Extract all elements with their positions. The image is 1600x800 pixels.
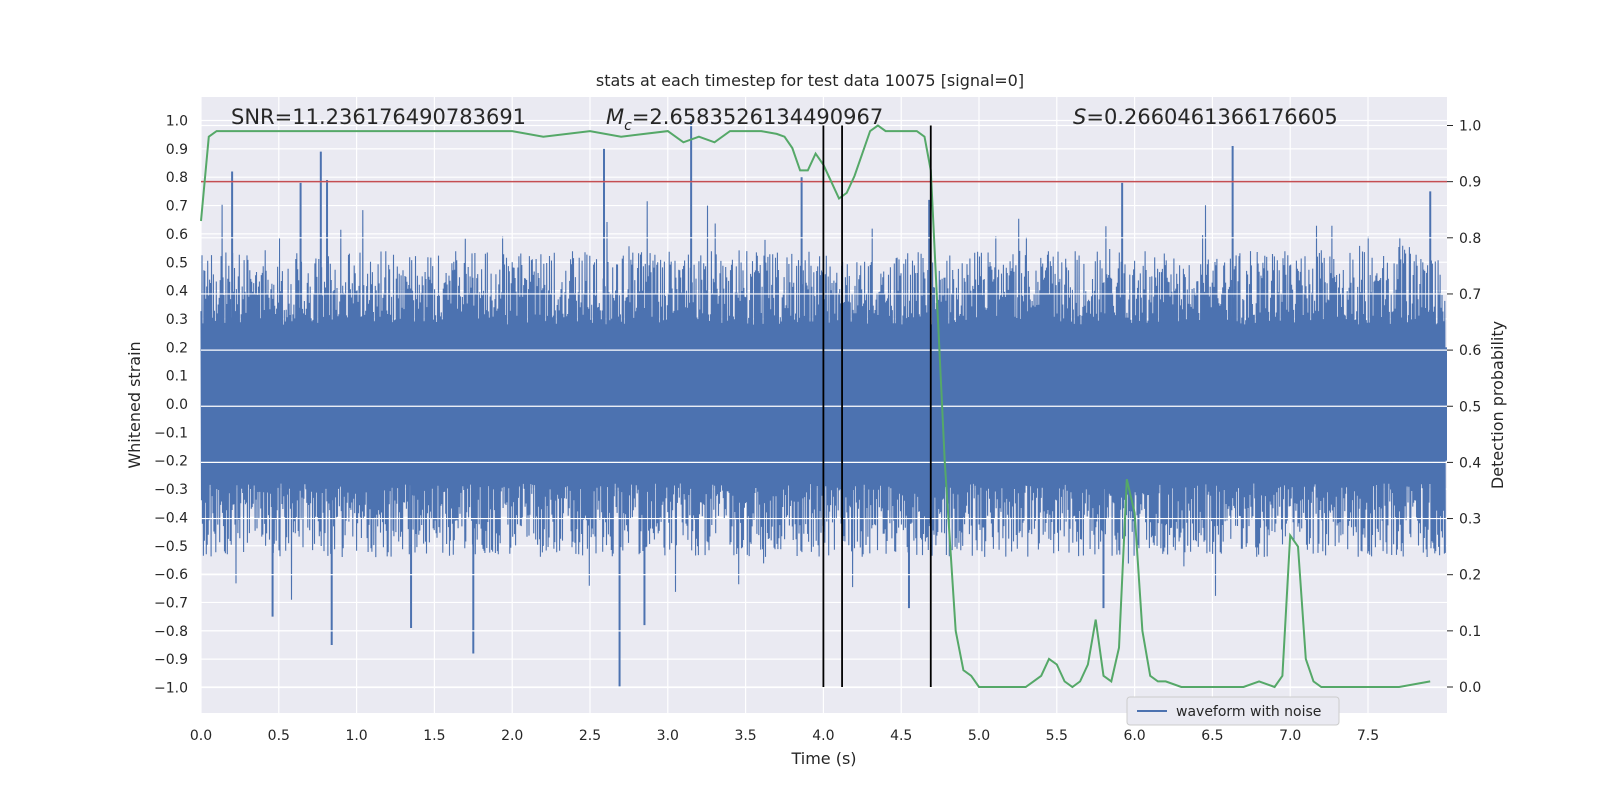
y2-tick-label: 0.4 bbox=[1459, 455, 1481, 471]
y-tick-labels: 1.0 0.9 0.8 0.7 0.6 0.5 0.4 0.3 0.2 0.1 0.0 −0.1 −0.… bbox=[154, 114, 188, 697]
y-axis-label: Whitened strain bbox=[125, 341, 144, 468]
s-symbol: S bbox=[1073, 105, 1086, 129]
probability-series bbox=[200, 124, 1431, 689]
y-tick-label: 0.0 bbox=[166, 397, 188, 413]
y-tick-label: −0.2 bbox=[154, 454, 188, 470]
s-annotation: S=0.2660461366176605 bbox=[1073, 105, 1338, 129]
y2-tick-label: 0.9 bbox=[1459, 175, 1481, 191]
x-axis-label: Time (s) bbox=[790, 749, 856, 768]
x-tick-label: 6.0 bbox=[1123, 728, 1145, 744]
chirp-mass-annotation: Mc=2.6583526134490967 bbox=[606, 105, 883, 134]
x-tick-label: 7.5 bbox=[1357, 728, 1379, 744]
y-tick-label: −0.6 bbox=[154, 567, 188, 583]
x-tick-label: 7.0 bbox=[1279, 728, 1301, 744]
y-tick-label: 0.8 bbox=[166, 170, 188, 186]
y-tick-label: −1.0 bbox=[154, 681, 188, 697]
x-tick-label: 3.0 bbox=[657, 728, 679, 744]
probability-line bbox=[200, 124, 1431, 689]
y2-tick-label: 0.8 bbox=[1459, 231, 1481, 247]
y-tick-label: 0.3 bbox=[166, 312, 188, 328]
chart-title: stats at each timestep for test data 100… bbox=[596, 71, 1024, 90]
x-tick-label: 1.0 bbox=[345, 728, 367, 744]
y-tick-label: −0.8 bbox=[154, 624, 188, 640]
y2-tick-label: 0.0 bbox=[1459, 680, 1481, 696]
y-tick-label: 0.4 bbox=[166, 284, 188, 300]
legend-box bbox=[1126, 696, 1340, 726]
x-tick-label: 6.5 bbox=[1201, 728, 1223, 744]
y-tick-label: −0.1 bbox=[154, 425, 188, 441]
x-tick-label: 4.0 bbox=[812, 728, 834, 744]
y2-tick-label: 0.7 bbox=[1459, 287, 1481, 303]
y-tick-label: −0.5 bbox=[154, 539, 188, 555]
y-tick-label: −0.4 bbox=[154, 510, 188, 526]
x-tick-label: 1.5 bbox=[423, 728, 445, 744]
snr-annotation: SNR=11.236176490783691 bbox=[231, 105, 526, 129]
chirp-mass-subscript: c bbox=[624, 118, 632, 134]
y-tick-label: −0.7 bbox=[154, 595, 188, 611]
event-vertical-lines bbox=[822, 125, 932, 687]
y2-tick-label: 0.6 bbox=[1459, 343, 1481, 359]
y-tick-label: 0.1 bbox=[166, 369, 188, 385]
x-tick-label: 0.5 bbox=[268, 728, 290, 744]
y2-tick-labels: 1.0 0.9 0.8 0.7 0.6 0.5 0.4 0.3 0.2 0.1 0.0 bbox=[1447, 119, 1481, 696]
x-tick-label: 3.5 bbox=[734, 728, 756, 744]
legend: waveform with noise bbox=[1126, 696, 1340, 726]
s-value: =0.2660461366176605 bbox=[1086, 105, 1337, 129]
chirp-mass-symbol: M bbox=[606, 105, 624, 129]
y2-tick-label: 0.3 bbox=[1459, 512, 1481, 528]
legend-label-waveform: waveform with noise bbox=[1176, 704, 1321, 720]
y2-tick-label: 0.2 bbox=[1459, 568, 1481, 584]
x-tick-label: 5.0 bbox=[968, 728, 990, 744]
y-tick-label: −0.9 bbox=[154, 652, 188, 668]
y-tick-label: 0.9 bbox=[166, 142, 188, 158]
y2-tick-label: 1.0 bbox=[1459, 119, 1481, 135]
x-tick-label: 5.5 bbox=[1046, 728, 1068, 744]
y-tick-label: 0.7 bbox=[166, 199, 188, 215]
x-tick-labels: 0.0 0.5 1.0 1.5 2.0 2.5 3.0 3.5 4.0 4.5 5.0 5.5 6.0 6… bbox=[190, 728, 1379, 744]
y2-axis-label: Detection probability bbox=[1488, 321, 1507, 489]
x-tick-label: 2.0 bbox=[501, 728, 523, 744]
x-tick-label: 4.5 bbox=[890, 728, 912, 744]
y2-tick-label: 0.1 bbox=[1459, 624, 1481, 640]
y-tick-label: −0.3 bbox=[154, 482, 188, 498]
y-tick-label: 0.6 bbox=[166, 227, 188, 243]
y-tick-label: 1.0 bbox=[166, 114, 188, 130]
y-tick-label: 0.2 bbox=[166, 340, 188, 356]
y-tick-label: 0.5 bbox=[166, 255, 188, 271]
x-tick-label: 0.0 bbox=[190, 728, 212, 744]
y2-tick-label: 0.5 bbox=[1459, 399, 1481, 415]
chirp-mass-value: =2.6583526134490967 bbox=[632, 105, 883, 129]
x-tick-label: 2.5 bbox=[579, 728, 601, 744]
